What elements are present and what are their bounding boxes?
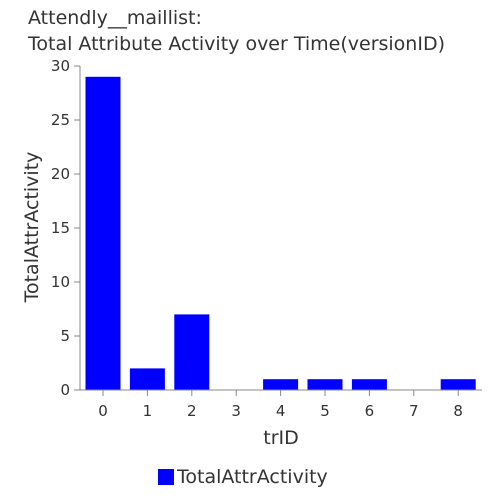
x-tick-label: 6 <box>365 402 375 420</box>
bar-8 <box>440 379 476 390</box>
y-tick-label: 5 <box>60 327 70 345</box>
legend-swatch <box>158 469 174 485</box>
x-tick-label: 3 <box>231 402 241 420</box>
y-axis-label: TotalAttrActivity <box>21 152 43 304</box>
legend: TotalAttrActivity <box>158 466 328 488</box>
bars-layer <box>85 76 476 391</box>
y-tick-label: 30 <box>51 57 70 75</box>
y-tick-label: 15 <box>51 219 70 237</box>
x-tick-label: 4 <box>276 402 286 420</box>
bar-5 <box>307 379 343 390</box>
y-tick-label: 20 <box>51 165 70 183</box>
x-tick-label: 2 <box>187 402 197 420</box>
x-tick-label: 0 <box>98 402 108 420</box>
x-tick-label: 5 <box>320 402 330 420</box>
bar-0 <box>85 76 121 391</box>
chart-title-line-1: Attendly__maillist: <box>28 7 202 29</box>
bar-1 <box>129 368 165 390</box>
x-tick-label: 8 <box>453 402 463 420</box>
x-tick-label: 7 <box>409 402 419 420</box>
y-tick-label: 0 <box>60 381 70 399</box>
axis-layer: 0 5 10 15 20 25 30 0 1 2 3 4 5 6 7 8 <box>51 57 482 420</box>
x-axis-label: trID <box>263 427 299 449</box>
chart-title-line-2: Total Attribute Activity over Time(versi… <box>28 33 445 55</box>
bar-6 <box>351 379 387 390</box>
bar-4 <box>263 379 299 390</box>
bar-2 <box>174 314 210 390</box>
y-tick-label: 25 <box>51 111 70 129</box>
y-tick-label: 10 <box>51 273 70 291</box>
x-tick-label: 1 <box>143 402 153 420</box>
legend-label: TotalAttrActivity <box>177 466 328 488</box>
